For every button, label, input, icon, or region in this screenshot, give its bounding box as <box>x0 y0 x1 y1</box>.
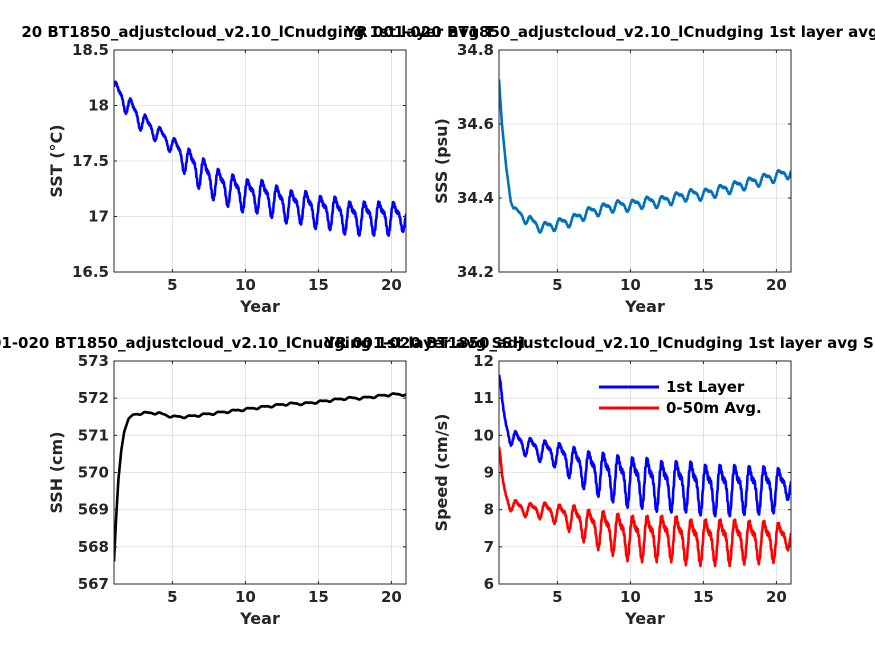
y-tick-label: 567 <box>78 575 109 593</box>
y-tick-label: 7 <box>484 538 494 556</box>
x-tick-label: 5 <box>167 588 177 606</box>
panel-sst: 5 10 15 20 16.5 17 17.5 18 18.5 Year SST (°C) <box>47 41 407 316</box>
axes-frame <box>498 49 792 273</box>
y-tick-label: 6 <box>484 575 494 593</box>
y-tick-label: 569 <box>78 501 109 519</box>
panel-speed: 5 10 15 20 6 7 8 9 10 11 12 Year Speed (cm/s) 1st Lay… <box>432 352 792 628</box>
series-line-0 <box>499 374 791 518</box>
series-line-0 <box>114 392 406 562</box>
x-tick-label: 15 <box>693 588 714 606</box>
y-tick-label: 18 <box>88 97 109 115</box>
panel-4-title: YR 001-020 BT1850_adjustcloud_v2.10_lCnu… <box>323 334 875 352</box>
x-tick-label: 10 <box>235 588 256 606</box>
y-tick-label: 573 <box>78 352 109 370</box>
x-axis-label: Year <box>624 297 665 316</box>
plot-area <box>499 50 791 272</box>
y-tick-label: 34.6 <box>457 115 494 133</box>
y-tick-label: 16.5 <box>72 263 109 281</box>
panel-ssh: 5 10 15 20 567 568 569 570 571 572 573 Year SSH (cm) <box>47 352 407 628</box>
y-tick-label: 34.4 <box>457 189 494 207</box>
x-tick-label: 5 <box>167 276 177 294</box>
x-tick-label: 20 <box>381 276 402 294</box>
y-tick-label: 10 <box>473 426 494 444</box>
y-tick-label: 572 <box>78 389 109 407</box>
panel-1-title: 20 BT1850_adjustcloud_v2.10_lCnudging 1s… <box>21 23 495 41</box>
y-tick-label: 570 <box>78 464 109 482</box>
legend: 1st Layer 0-50m Avg. <box>599 378 762 417</box>
x-tick-label: 10 <box>620 276 641 294</box>
y-axis-label: SSS (psu) <box>432 118 451 204</box>
series-line-0 <box>114 80 406 237</box>
x-tick-label: 15 <box>693 276 714 294</box>
series-line-1 <box>499 446 791 568</box>
y-tick-label: 568 <box>78 538 109 556</box>
y-tick-label: 8 <box>484 501 494 519</box>
x-tick-label: 10 <box>235 276 256 294</box>
y-tick-label: 18.5 <box>72 41 109 59</box>
y-axis-label: Speed (cm/s) <box>432 414 451 532</box>
x-tick-label: 20 <box>766 276 787 294</box>
legend-entry: 1st Layer <box>666 378 745 396</box>
y-axis-label: SSH (cm) <box>47 431 66 513</box>
y-tick-label: 34.2 <box>457 263 494 281</box>
x-tick-label: 20 <box>381 588 402 606</box>
x-tick-label: 10 <box>620 588 641 606</box>
x-tick-label: 15 <box>308 276 329 294</box>
y-tick-label: 17 <box>88 208 109 226</box>
panel-3-title: 01-020 BT1850_adjustcloud_v2.10_lCnudgin… <box>0 334 525 352</box>
x-tick-label: 5 <box>552 276 562 294</box>
y-tick-label: 12 <box>473 352 494 370</box>
y-tick-label: 9 <box>484 464 494 482</box>
y-axis-label: SST (°C) <box>47 124 66 197</box>
series-line-0 <box>499 79 791 234</box>
x-tick-label: 15 <box>308 588 329 606</box>
x-axis-label: Year <box>624 609 665 628</box>
y-tick-label: 17.5 <box>72 152 109 170</box>
x-axis-label: Year <box>239 609 280 628</box>
y-tick-label: 34.8 <box>457 41 494 59</box>
y-tick-label: 571 <box>78 426 109 444</box>
x-tick-label: 20 <box>766 588 787 606</box>
legend-entry: 0-50m Avg. <box>666 399 762 417</box>
panel-2-title: YR 001-020 BT1850_adjustcloud_v2.10_lCnu… <box>344 23 875 41</box>
x-tick-label: 5 <box>552 588 562 606</box>
x-axis-label: Year <box>239 297 280 316</box>
panel-sss: 5 10 15 20 34.2 34.4 34.6 34.8 Year SSS (psu) <box>432 41 792 316</box>
y-tick-label: 11 <box>473 389 494 407</box>
